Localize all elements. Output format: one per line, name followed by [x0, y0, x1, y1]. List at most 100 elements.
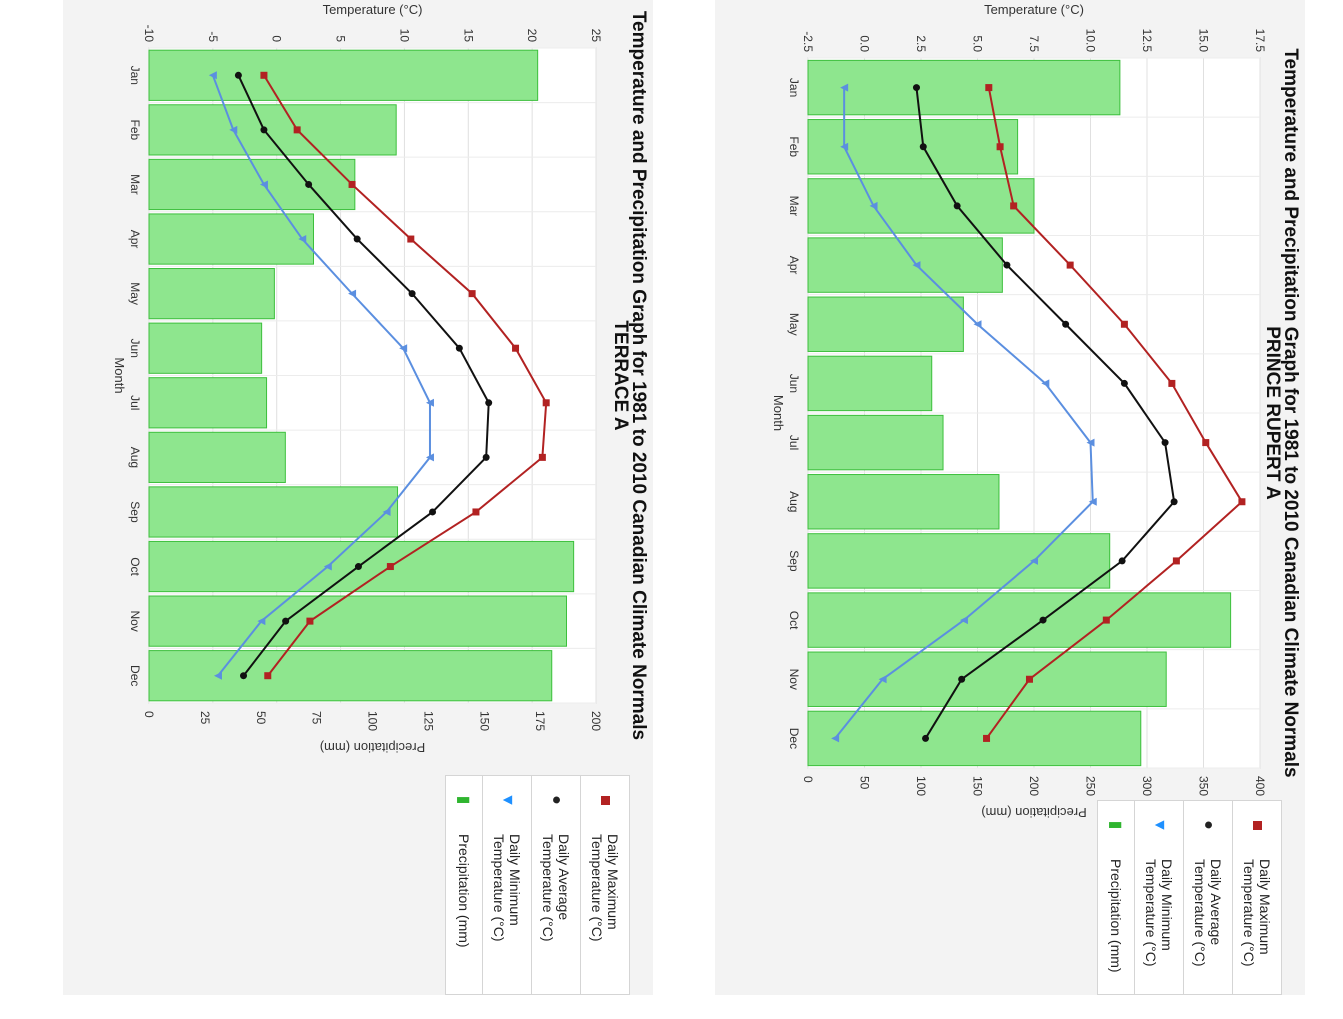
legend-label-min: Daily Minimum Temperature (°C)	[482, 824, 532, 994]
precip-bar	[807, 474, 1000, 530]
marker-max	[985, 84, 993, 92]
series-line-min	[211, 74, 431, 677]
legend-label-min: Daily Minimum Temperature (°C)	[1134, 849, 1184, 994]
month-tick-label: Nov	[787, 669, 801, 690]
marker-max	[468, 290, 476, 298]
month-tick-label: May	[128, 282, 142, 305]
marker-min	[323, 562, 332, 571]
marker-min	[208, 71, 217, 80]
marker-max	[1102, 616, 1110, 624]
precip-tick-label: 175	[533, 711, 547, 731]
chart-title: Temperature and Precipitation Graph for …	[628, 11, 649, 740]
temp-tick-label: 20	[525, 29, 539, 43]
marker-max	[996, 143, 1004, 151]
black-dot-icon: ●	[531, 776, 581, 824]
legend-item-avg[interactable]: ● Daily Average Temperature (°C)	[531, 776, 581, 994]
legend-item-min[interactable]: ▼ Daily Minimum Temperature (°C)	[482, 776, 532, 994]
precip-bar	[148, 431, 286, 483]
marker-max	[1238, 498, 1246, 506]
precip-tick-label: 125	[421, 711, 435, 731]
marker-avg	[353, 235, 361, 243]
y-axis-label-temperature: Temperature (°C)	[984, 2, 1084, 17]
precip-bar	[148, 595, 567, 647]
precip-bar	[807, 59, 1121, 116]
legend-label-avg: Daily Average Temperature (°C)	[531, 824, 581, 994]
temp-tick-label: 15.0	[1197, 29, 1211, 53]
marker-min	[959, 616, 968, 625]
month-tick-label: Jan	[128, 66, 142, 85]
marker-max	[1202, 439, 1210, 447]
marker-min	[257, 617, 266, 626]
precip-tick-label: 250	[1084, 776, 1098, 796]
marker-avg	[1039, 616, 1047, 624]
marker-min	[382, 507, 391, 516]
marker-avg	[240, 672, 248, 680]
red-square-icon	[601, 795, 610, 805]
blue-triangle-icon: ▼	[482, 776, 532, 824]
month-tick-label: Oct	[787, 611, 801, 630]
marker-min	[213, 671, 222, 680]
marker-avg	[455, 344, 463, 352]
legend-item-precip[interactable]: ▮ Precipitation (mm)	[446, 776, 483, 994]
month-tick-label: Mar	[128, 174, 142, 195]
legend-item-max[interactable]: Daily Maximum Temperature (°C)	[580, 776, 629, 994]
series-line-min	[834, 87, 1094, 740]
marker-min	[878, 675, 887, 684]
marker-max	[1025, 675, 1033, 683]
legend-item-avg[interactable]: ● Daily Average Temperature (°C)	[1183, 801, 1233, 994]
marker-avg	[482, 453, 490, 461]
precip-tick-label: 150	[971, 776, 985, 796]
precip-tick-label: 350	[1197, 776, 1211, 796]
month-tick-label: Jun	[787, 374, 801, 393]
precip-tick-label: 50	[858, 776, 872, 790]
month-tick-label: Jul	[787, 435, 801, 450]
month-tick-label: Sep	[787, 550, 801, 572]
marker-avg	[958, 675, 966, 683]
marker-max	[386, 563, 394, 571]
marker-max	[348, 180, 356, 188]
temp-tick-label: 2.5	[914, 35, 928, 52]
y-axis-label-precipitation: Precipitation (mm)	[981, 805, 1086, 820]
precip-tick-label: 100	[366, 711, 380, 731]
month-tick-label: Mar	[787, 196, 801, 217]
marker-min	[1041, 379, 1050, 388]
marker-max	[264, 672, 272, 680]
marker-max	[293, 126, 301, 134]
month-tick-label: Oct	[128, 557, 142, 576]
marker-avg	[1118, 557, 1126, 565]
precip-tick-label: 400	[1253, 776, 1267, 796]
marker-avg	[1120, 379, 1128, 387]
legend-item-precip[interactable]: ▮ Precipitation (mm)	[1098, 801, 1135, 994]
precip-bar	[807, 237, 1003, 293]
legend-item-min[interactable]: ▼ Daily Minimum Temperature (°C)	[1134, 801, 1184, 994]
temp-tick-label: -5	[206, 31, 220, 42]
precip-bar	[148, 377, 268, 429]
legend-item-max[interactable]: Daily Maximum Temperature (°C)	[1232, 801, 1281, 994]
series-line-max	[985, 87, 1244, 740]
temp-tick-label: 0.0	[858, 35, 872, 52]
month-tick-label: Sep	[128, 501, 142, 523]
month-tick-label: Aug	[787, 491, 801, 512]
green-bar-icon: ▮	[455, 795, 472, 805]
black-dot-icon: ●	[1183, 801, 1233, 849]
precip-tick-label: 300	[1140, 776, 1154, 796]
month-tick-label: Dec	[787, 728, 801, 749]
terrace-chart-panel: Temperature and Precipitation Graph for …	[63, 0, 653, 995]
rupert-chart-panel: Temperature and Precipitation Graph for …	[715, 0, 1305, 995]
marker-max	[407, 235, 415, 243]
marker-avg	[260, 126, 268, 134]
temp-tick-label: 15	[461, 29, 475, 43]
legend-label-max: Daily Maximum Temperature (°C)	[1232, 849, 1281, 994]
month-tick-label: Aug	[128, 447, 142, 468]
marker-avg	[912, 84, 920, 92]
marker-min	[1088, 497, 1097, 506]
marker-avg	[922, 734, 930, 742]
month-tick-label: Jan	[787, 78, 801, 97]
marker-avg	[485, 399, 493, 407]
marker-min	[425, 398, 434, 407]
marker-min	[912, 261, 921, 270]
marker-max	[1010, 202, 1018, 210]
marker-max	[260, 71, 268, 79]
legend-label-precip: Precipitation (mm)	[456, 834, 472, 948]
green-bar-icon: ▮	[1107, 820, 1124, 830]
